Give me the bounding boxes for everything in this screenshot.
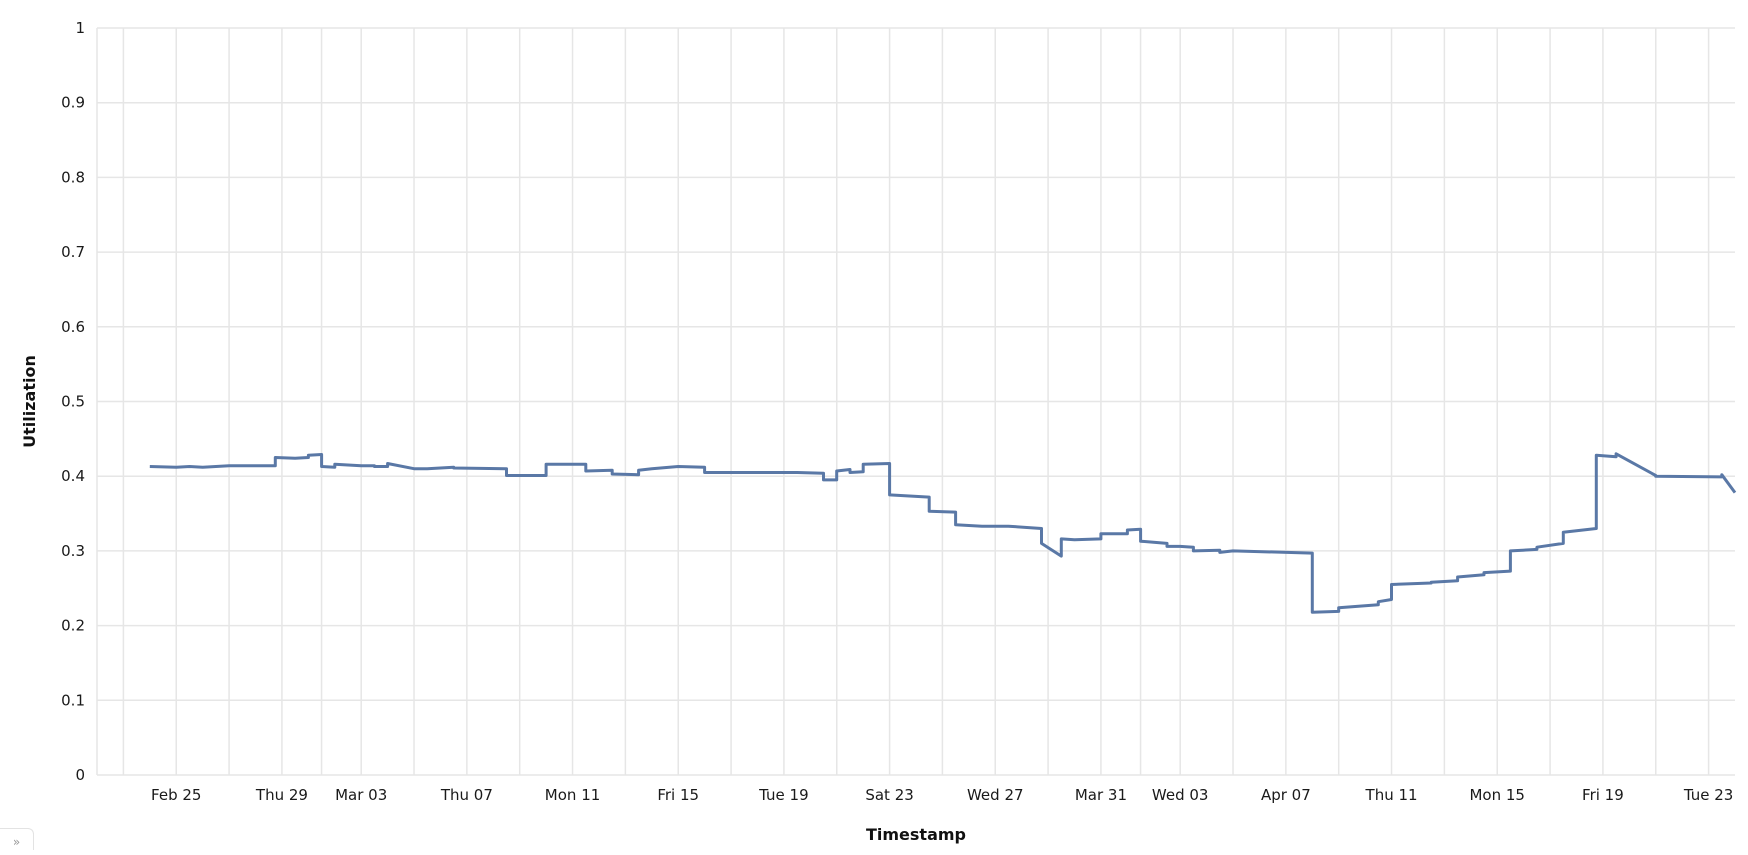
x-tick-label: Wed 27 bbox=[967, 786, 1024, 804]
y-tick-label: 0.8 bbox=[61, 168, 85, 186]
x-tick-label: Apr 07 bbox=[1261, 786, 1311, 804]
y-tick-label: 0.4 bbox=[61, 467, 85, 485]
y-tick-label: 0.7 bbox=[61, 243, 85, 261]
x-tick-label: Mon 11 bbox=[545, 786, 600, 804]
y-tick-labels: 0 0.1 0.2 0.3 0.4 0.5 0.6 0.7 0.8 0.9 1 bbox=[61, 19, 85, 784]
x-tick-label: Fri 15 bbox=[657, 786, 699, 804]
expand-panel-icon[interactable]: » bbox=[0, 828, 34, 850]
y-tick-label: 0.5 bbox=[61, 393, 85, 411]
x-tick-label: Tue 19 bbox=[758, 786, 808, 804]
x-tick-label: Thu 11 bbox=[1365, 786, 1418, 804]
y-tick-label: 0 bbox=[75, 766, 85, 784]
series-line[interactable] bbox=[149, 452, 1737, 614]
y-tick-label: 0.6 bbox=[61, 318, 85, 336]
y-gridlines bbox=[96, 27, 1735, 776]
y-tick-label: 0.2 bbox=[61, 617, 85, 635]
x-tick-label: Feb 25 bbox=[151, 786, 201, 804]
x-tick-labels: Feb 25 Thu 29 Mar 03 Thu 07 Mon 11 Fri 15 Tue … bbox=[151, 786, 1733, 804]
x-gridlines bbox=[122, 28, 1710, 775]
y-axis-title: Utilization bbox=[20, 355, 39, 448]
x-tick-label: Mon 15 bbox=[1469, 786, 1524, 804]
y-tick-label: 1 bbox=[75, 19, 85, 37]
y-tick-label: 0.9 bbox=[61, 94, 85, 112]
x-tick-label: Fri 19 bbox=[1582, 786, 1624, 804]
x-tick-label: Mar 03 bbox=[335, 786, 387, 804]
x-axis-title: Timestamp bbox=[866, 825, 966, 844]
y-tick-label: 0.1 bbox=[61, 691, 85, 709]
x-tick-label: Wed 03 bbox=[1152, 786, 1209, 804]
x-tick-label: Sat 23 bbox=[865, 786, 913, 804]
x-tick-label: Tue 23 bbox=[1683, 786, 1733, 804]
x-tick-label: Thu 29 bbox=[255, 786, 308, 804]
x-tick-label: Mar 31 bbox=[1075, 786, 1127, 804]
y-tick-label: 0.3 bbox=[61, 542, 85, 560]
x-tick-label: Thu 07 bbox=[440, 786, 493, 804]
